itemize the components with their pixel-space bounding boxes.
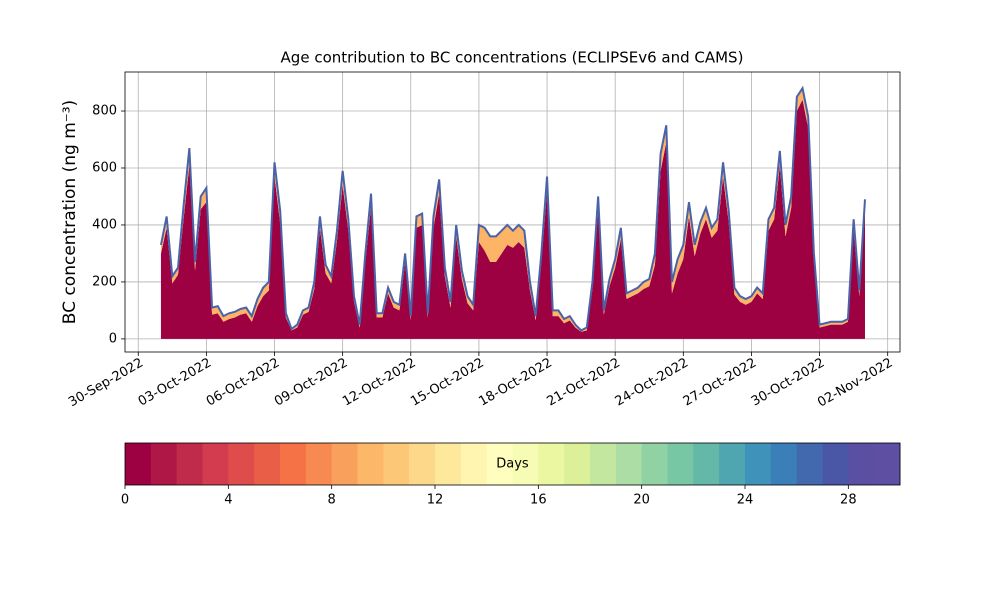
colorbar-cell (409, 443, 436, 485)
colorbar-cell (202, 443, 229, 485)
x-tick-label: 12-Oct-2022 (340, 356, 418, 410)
colorbar-cell (486, 443, 513, 485)
x-tick-label: 09-Oct-2022 (272, 356, 350, 410)
colorbar-cell (357, 443, 384, 485)
colorbar-cell (667, 443, 694, 485)
colorbar-tick-label: 4 (224, 493, 232, 508)
x-tick-label: 18-Oct-2022 (476, 356, 554, 410)
y-tick-label: 0 (109, 331, 117, 346)
colorbar-label: Days (496, 457, 529, 472)
colorbar-cell (460, 443, 488, 485)
x-tick-label: 21-Oct-2022 (545, 356, 623, 410)
colorbar-cell (719, 443, 746, 485)
colorbar-tick-label: 20 (633, 493, 650, 508)
x-tick-label: 15-Oct-2022 (408, 356, 486, 410)
colorbar-cell (615, 443, 643, 485)
colorbar-cell (538, 443, 565, 485)
colorbar-cell (745, 443, 772, 485)
colorbar-cell (564, 443, 591, 485)
colorbar-cell (796, 443, 823, 485)
plot-frame (124, 71, 901, 353)
area-edge (159, 85, 866, 332)
x-tick-label: 30-Oct-2022 (749, 356, 827, 410)
colorbar-cell (822, 443, 849, 485)
colorbar-cell (641, 443, 668, 485)
colorbar-cell (590, 443, 617, 485)
y-tick-label: 600 (92, 160, 117, 175)
colorbar-tick-label: 16 (530, 493, 547, 508)
colorbar-cell (254, 443, 281, 485)
colorbar-cell (770, 443, 798, 485)
x-tick-label: 30-Sep-2022 (66, 356, 146, 411)
colorbar-frame (124, 442, 901, 486)
colorbar-cell (693, 443, 720, 485)
y-axis-label: BC concentration (ng m⁻³) (60, 100, 80, 324)
x-tick-label: 27-Oct-2022 (681, 356, 759, 410)
colorbar-tick-label: 0 (121, 493, 129, 508)
colorbar-tick-label: 28 (840, 493, 857, 508)
chart-title: Age contribution to BC concentrations (E… (281, 49, 744, 67)
x-tick-label: 06-Oct-2022 (204, 356, 282, 410)
y-tick-label: 800 (92, 104, 117, 119)
colorbar-cell (280, 443, 307, 485)
colorbar-tick-label: 24 (737, 493, 754, 508)
colorbar-cell (383, 443, 410, 485)
colorbar-cell (435, 443, 462, 485)
colorbar-cell (150, 443, 178, 485)
colorbar-cell (176, 443, 203, 485)
x-tick-label: 24-Oct-2022 (613, 356, 691, 410)
colorbar-cell (848, 443, 875, 485)
colorbar-tick-label: 8 (328, 493, 336, 508)
colorbar-tick-label: 12 (427, 493, 444, 508)
area (160, 99, 865, 339)
colorbar-cell (125, 443, 152, 485)
y-tick-label: 400 (92, 217, 117, 232)
colorbar-cell (512, 443, 539, 485)
colorbar-cell (874, 443, 901, 485)
colorbar-cell (228, 443, 255, 485)
colorbar-cell (305, 443, 333, 485)
x-tick-label: 03-Oct-2022 (136, 356, 214, 410)
y-tick-label: 200 (92, 274, 117, 289)
colorbar-cell (331, 443, 358, 485)
x-tick-label: 02-Nov-2022 (815, 356, 895, 411)
